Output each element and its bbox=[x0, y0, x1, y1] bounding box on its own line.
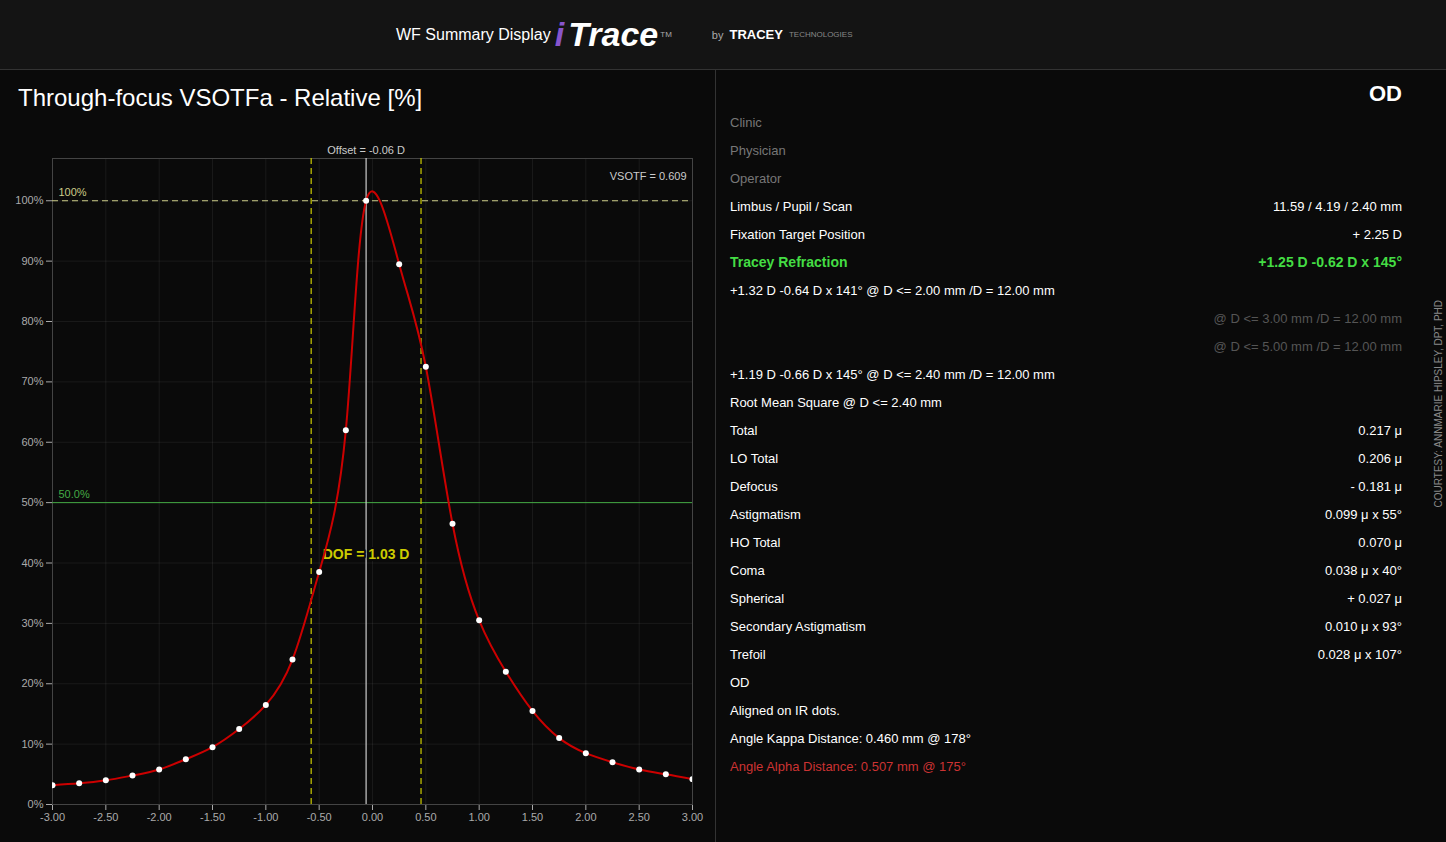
svg-text:40%: 40% bbox=[21, 557, 43, 569]
html-text:by TRACEY TECHNOLOGIES: by TRACEY TECHNOLOGIES bbox=[711, 27, 853, 42]
svg-text:20%: 20% bbox=[21, 677, 43, 689]
svg-text:2.00: 2.00 bbox=[575, 811, 596, 823]
html-text:OD: OD bbox=[1369, 81, 1402, 106]
html-text:Operator: Operator bbox=[730, 170, 782, 186]
html-text:0.099 μ x 55°: 0.099 μ x 55° bbox=[1325, 506, 1402, 522]
html-text:0.028 μ x 107°: 0.028 μ x 107° bbox=[1317, 646, 1402, 662]
html-text:Aligned on IR dots.: Aligned on IR dots. bbox=[730, 702, 840, 718]
svg-text:50.0%: 50.0% bbox=[59, 488, 90, 500]
html-text:0.070 μ: 0.070 μ bbox=[1358, 534, 1402, 550]
html-text:Root Mean Square @ D <= 2.40 m: Root Mean Square @ D <= 2.40 mm bbox=[730, 394, 942, 410]
svg-text:-1.00: -1.00 bbox=[253, 811, 278, 823]
svg-text:-1.50: -1.50 bbox=[200, 811, 225, 823]
html-text:@ D <= 5.00 mm /D = 12.00 mm: @ D <= 5.00 mm /D = 12.00 mm bbox=[1213, 338, 1402, 354]
html-text:Total: Total bbox=[730, 422, 758, 438]
svg-text:100%: 100% bbox=[59, 186, 87, 198]
html-text:11.59 / 4.19 / 2.40 mm: 11.59 / 4.19 / 2.40 mm bbox=[1272, 198, 1402, 214]
html-text:0.038 μ x 40°: 0.038 μ x 40° bbox=[1325, 562, 1402, 578]
svg-text:1.50: 1.50 bbox=[522, 811, 543, 823]
html-text:+1.32 D -0.64 D x 141° @ D <=: +1.32 D -0.64 D x 141° @ D <= 2.00 mm /D… bbox=[730, 282, 1055, 298]
svg-text:30%: 30% bbox=[21, 617, 43, 629]
svg-text:0.50: 0.50 bbox=[415, 811, 436, 823]
svg-text:60%: 60% bbox=[21, 436, 43, 448]
svg-text:0.00: 0.00 bbox=[362, 811, 383, 823]
svg-text:70%: 70% bbox=[21, 375, 43, 387]
html-text:0.010 μ x 93°: 0.010 μ x 93° bbox=[1325, 618, 1402, 634]
svg-text:-2.50: -2.50 bbox=[93, 811, 118, 823]
html-text:Angle Alpha Distance: 0.507 mm: Angle Alpha Distance: 0.507 mm @ 175° bbox=[730, 758, 966, 774]
svg-text:90%: 90% bbox=[21, 255, 43, 267]
svg-text:100%: 100% bbox=[15, 194, 43, 206]
svg-text:50%: 50% bbox=[21, 496, 43, 508]
html-text:LO Total: LO Total bbox=[730, 450, 779, 466]
svg-text:0%: 0% bbox=[28, 798, 44, 810]
svg-text:-0.50: -0.50 bbox=[307, 811, 332, 823]
html-text:0.206 μ: 0.206 μ bbox=[1358, 450, 1402, 466]
html-text:- 0.181 μ: - 0.181 μ bbox=[1350, 478, 1402, 494]
html-text:Limbus / Pupil / Scan: Limbus / Pupil / Scan bbox=[730, 198, 853, 214]
html-text:0.217 μ: 0.217 μ bbox=[1358, 422, 1402, 438]
html-text:Spherical: Spherical bbox=[730, 590, 785, 606]
html-text:Physician: Physician bbox=[730, 142, 786, 158]
svg-text:-3.00: -3.00 bbox=[40, 811, 65, 823]
html-text:Fixation Target Position: Fixation Target Position bbox=[730, 226, 865, 242]
html-text:@ D <= 3.00 mm /D = 12.00 mm: @ D <= 3.00 mm /D = 12.00 mm bbox=[1213, 310, 1402, 326]
html-text:Through-focus VSOTFa - Relativ: Through-focus VSOTFa - Relative [%] bbox=[18, 84, 423, 111]
svg-text:VSOTF = 0.609: VSOTF = 0.609 bbox=[610, 170, 687, 182]
html-text:Trefoil: Trefoil bbox=[730, 646, 766, 662]
html-text:+ 0.027 μ: + 0.027 μ bbox=[1347, 590, 1402, 606]
svg-text:-2.00: -2.00 bbox=[147, 811, 172, 823]
svg-text:DOF = 1.03 D: DOF = 1.03 D bbox=[323, 546, 410, 562]
html-text:Secondary Astigmatism: Secondary Astigmatism bbox=[730, 618, 866, 634]
html-text:OD: OD bbox=[730, 674, 750, 690]
svg-text:80%: 80% bbox=[21, 315, 43, 327]
html-text:+ 2.25 D: + 2.25 D bbox=[1352, 226, 1402, 242]
svg-text:1.00: 1.00 bbox=[468, 811, 489, 823]
html-text:WF Summary Display: WF Summary Display bbox=[396, 25, 551, 43]
html-text:COURTESY: ANNMARIE HIPSLEY, DP: COURTESY: ANNMARIE HIPSLEY, DPT, PHD bbox=[1433, 300, 1444, 508]
html-text:TM: TM bbox=[660, 30, 672, 39]
html-text:Defocus: Defocus bbox=[730, 478, 778, 494]
html-text:i Trace: i Trace bbox=[554, 15, 659, 53]
html-text:Tracey Refraction: Tracey Refraction bbox=[730, 254, 848, 270]
html-text:+1.25 D -0.62 D x 145°: +1.25 D -0.62 D x 145° bbox=[1258, 254, 1402, 270]
html-text:+1.19 D -0.66 D x 145° @ D <=: +1.19 D -0.66 D x 145° @ D <= 2.40 mm /D… bbox=[730, 366, 1055, 382]
svg-text:Offset = -0.06 D: Offset = -0.06 D bbox=[327, 144, 405, 156]
html-text:Angle Kappa Distance: 0.460 mm: Angle Kappa Distance: 0.460 mm @ 178° bbox=[730, 730, 971, 746]
html-text:HO Total: HO Total bbox=[730, 534, 781, 550]
svg-text:2.50: 2.50 bbox=[628, 811, 649, 823]
html-text:Astigmatism: Astigmatism bbox=[730, 506, 801, 522]
html-text:Coma: Coma bbox=[730, 562, 765, 578]
svg-text:3.00: 3.00 bbox=[682, 811, 703, 823]
html-text:Clinic: Clinic bbox=[730, 114, 762, 130]
svg-text:10%: 10% bbox=[21, 738, 43, 750]
